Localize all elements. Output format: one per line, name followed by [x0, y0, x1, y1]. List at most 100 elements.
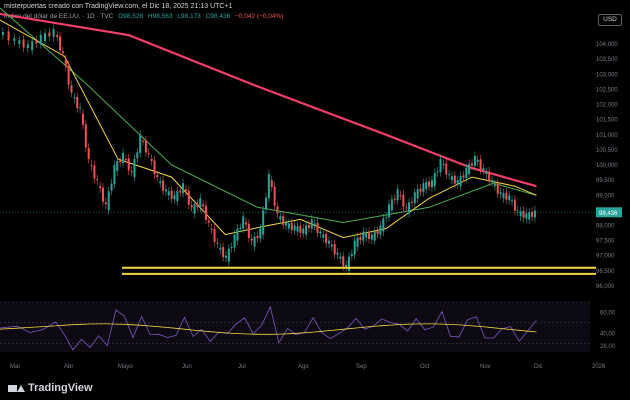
candle-body — [505, 192, 508, 200]
candle-body — [282, 215, 285, 225]
candle-body — [313, 223, 316, 226]
candle-body — [187, 190, 190, 205]
candle-body — [250, 238, 253, 241]
candle-body — [193, 204, 196, 214]
candle-body — [70, 85, 73, 93]
high-value: H98,563 — [147, 13, 173, 20]
candle-body — [493, 184, 496, 187]
candle-body — [213, 228, 216, 243]
candle-body — [176, 191, 179, 202]
candle-body — [119, 160, 122, 163]
candle-body — [287, 223, 290, 229]
candle-body — [293, 225, 296, 231]
rsi-tick-label: 28,00 — [600, 344, 616, 350]
time-tick-label: 2026 — [592, 364, 606, 370]
candle-body — [428, 181, 431, 187]
candle-body — [479, 159, 482, 170]
price-tick-label: 103,500 — [596, 57, 618, 63]
time-tick-label: Dic — [534, 364, 543, 370]
sma50-line — [0, 7, 537, 224]
candle-body — [273, 186, 276, 206]
candle-body — [365, 232, 368, 238]
candle-body — [210, 228, 213, 230]
candle-body — [359, 236, 362, 240]
candle-body — [402, 194, 405, 207]
candle-body — [156, 175, 159, 178]
candle-body — [333, 244, 336, 255]
candle-body — [179, 190, 182, 193]
candle-body — [342, 256, 345, 267]
candle-body — [259, 228, 262, 239]
candle-body — [485, 172, 488, 175]
sma200-line — [0, 12, 537, 188]
candle-body — [130, 171, 133, 173]
candle-body — [482, 168, 485, 171]
candle-body — [390, 199, 393, 211]
candle-body — [513, 199, 516, 211]
candle-body — [476, 159, 479, 163]
candle-body — [499, 192, 502, 195]
candle-body — [442, 164, 445, 166]
candle-body — [425, 182, 428, 190]
price-tick-label: 96,000 — [596, 284, 615, 290]
symbol-name: Índice del dólar de EE.UU. · 1D · TVC — [4, 13, 114, 20]
candle-body — [222, 247, 225, 258]
candle-body — [219, 247, 222, 250]
candle-body — [207, 220, 210, 223]
candle-body — [124, 158, 127, 160]
candle-body — [199, 198, 202, 208]
candle-body — [416, 189, 419, 199]
price-tick-label: 97,500 — [596, 239, 615, 245]
candle-body — [516, 210, 519, 212]
candle-body — [362, 231, 365, 241]
candle-body — [48, 32, 51, 37]
candle-body — [1, 32, 4, 36]
candle-body — [116, 161, 119, 172]
candle-body — [122, 152, 125, 164]
candle-body — [279, 216, 282, 220]
candle-body — [90, 165, 93, 167]
candle-body — [379, 225, 382, 235]
candle-body — [224, 255, 227, 258]
candle-body — [73, 97, 76, 99]
candle-body — [236, 228, 239, 241]
price-tick-label: 103,000 — [596, 72, 618, 78]
time-tick-label: Nov — [480, 364, 491, 370]
price-tick-label: 97,000 — [596, 254, 615, 260]
tradingview-icon — [8, 383, 25, 393]
candle-body — [388, 204, 391, 218]
candle-body — [339, 256, 342, 259]
candle-body — [496, 183, 499, 194]
price-tick-label: 101,000 — [596, 133, 618, 139]
time-tick-label: Sep — [356, 364, 367, 370]
candle-body — [322, 234, 325, 238]
candle-body — [296, 226, 299, 232]
candle-body — [399, 195, 402, 197]
candle-body — [471, 163, 473, 166]
candle-body — [142, 140, 145, 142]
currency-button[interactable]: USD — [598, 14, 622, 26]
candle-body — [96, 179, 99, 181]
candle-body — [110, 183, 113, 191]
candle-body — [450, 176, 453, 181]
candle-body — [422, 183, 425, 193]
candle-body — [159, 181, 162, 184]
candle-body — [525, 213, 528, 219]
time-tick-label: Mayo — [118, 364, 133, 370]
candle-body — [330, 244, 333, 247]
candle-body — [285, 222, 288, 226]
candle-body — [227, 248, 230, 262]
candle-body — [59, 36, 62, 51]
candle-body — [22, 39, 25, 48]
candle-body — [164, 189, 167, 192]
candle-body — [462, 175, 465, 178]
candle-body — [173, 195, 176, 200]
candle-body — [196, 203, 199, 207]
candle-body — [262, 210, 265, 235]
candle-body — [370, 234, 373, 240]
rsi-ma-line — [0, 323, 537, 335]
candle-body — [473, 155, 476, 167]
price-tick-label: 101,500 — [596, 118, 618, 124]
candle-body — [459, 176, 462, 187]
